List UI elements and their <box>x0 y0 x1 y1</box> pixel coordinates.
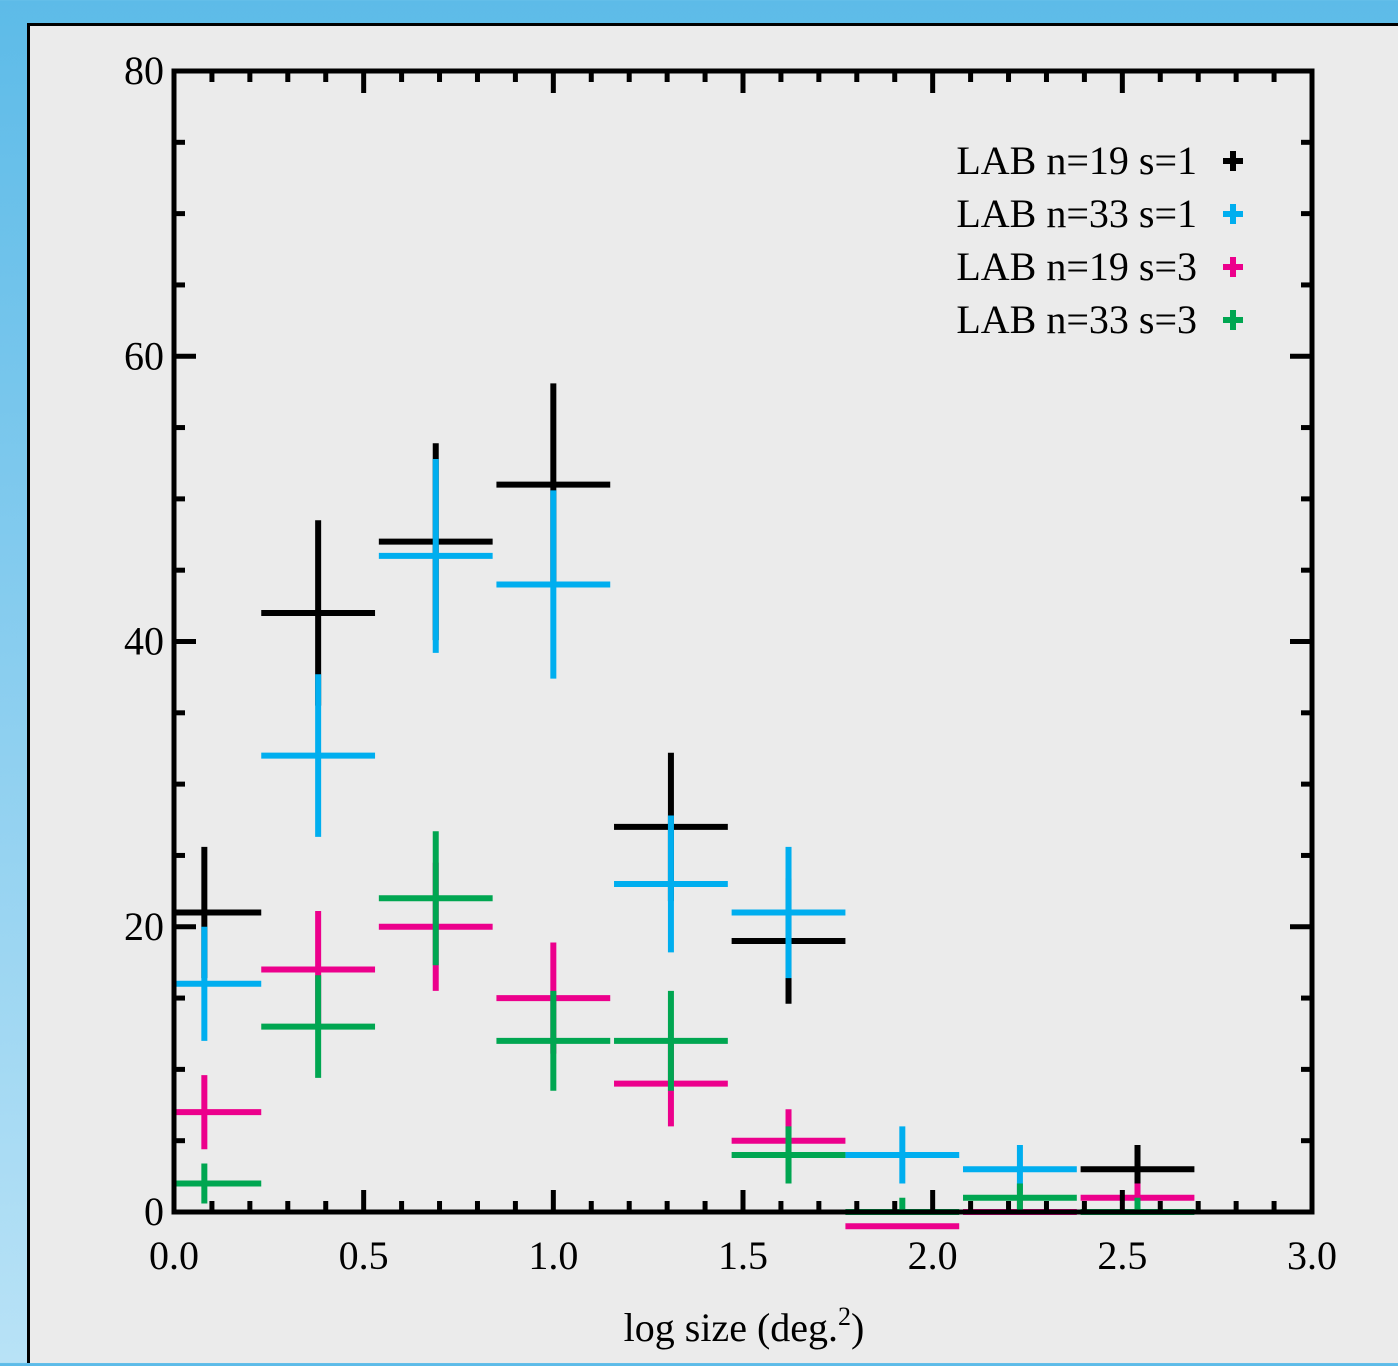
y-tick-label: 60 <box>124 333 164 378</box>
series-4 <box>174 831 1195 1215</box>
legend-marker <box>1223 257 1243 277</box>
y-tick-label: 40 <box>124 619 164 664</box>
x-tick-label: 2.5 <box>1097 1233 1147 1278</box>
legend-label: LAB n=33 s=1 <box>956 191 1197 236</box>
x-tick-label: 3.0 <box>1287 1233 1337 1278</box>
plot-panel: 0.0 0.5 1.0 1.5 2.0 2.5 3.0 0 20 40 60 80 LAB n=19 … <box>27 23 1398 1363</box>
plot-border <box>171 68 1315 1215</box>
x-tick-label: 0.5 <box>339 1233 389 1278</box>
axis-ticks <box>171 68 1315 1215</box>
y-tick-label: 80 <box>124 48 164 93</box>
axis-labels: 0.0 0.5 1.0 1.5 2.0 2.5 3.0 0 20 40 60 80 <box>124 48 1337 1278</box>
x-tick-label: 0.0 <box>149 1233 199 1278</box>
legend-label: LAB n=19 s=3 <box>956 244 1197 289</box>
legend: LAB n=19 s=1 LAB n=33 s=1 LAB n=19 s=3 LAB … <box>956 138 1243 342</box>
y-tick-label: 0 <box>144 1189 164 1234</box>
legend-marker <box>1223 310 1243 330</box>
series-layer <box>174 383 1195 1230</box>
legend-marker <box>1223 151 1243 171</box>
series-1 <box>174 383 1195 1194</box>
legend-marker <box>1223 204 1243 224</box>
x-tick-label: 2.0 <box>908 1233 958 1278</box>
legend-label: LAB n=33 s=3 <box>956 297 1197 342</box>
histogram-chart: 0.0 0.5 1.0 1.5 2.0 2.5 3.0 0 20 40 60 80 LAB n=19 … <box>124 48 1337 1350</box>
series-2 <box>174 458 1077 1194</box>
legend-label: LAB n=19 s=1 <box>956 138 1197 183</box>
x-tick-label: 1.0 <box>528 1233 578 1278</box>
y-tick-label: 20 <box>124 904 164 949</box>
x-tick-label: 1.5 <box>718 1233 768 1278</box>
x-axis-label: log size (deg.2) <box>624 1302 865 1350</box>
plot-frame <box>171 68 1315 1215</box>
